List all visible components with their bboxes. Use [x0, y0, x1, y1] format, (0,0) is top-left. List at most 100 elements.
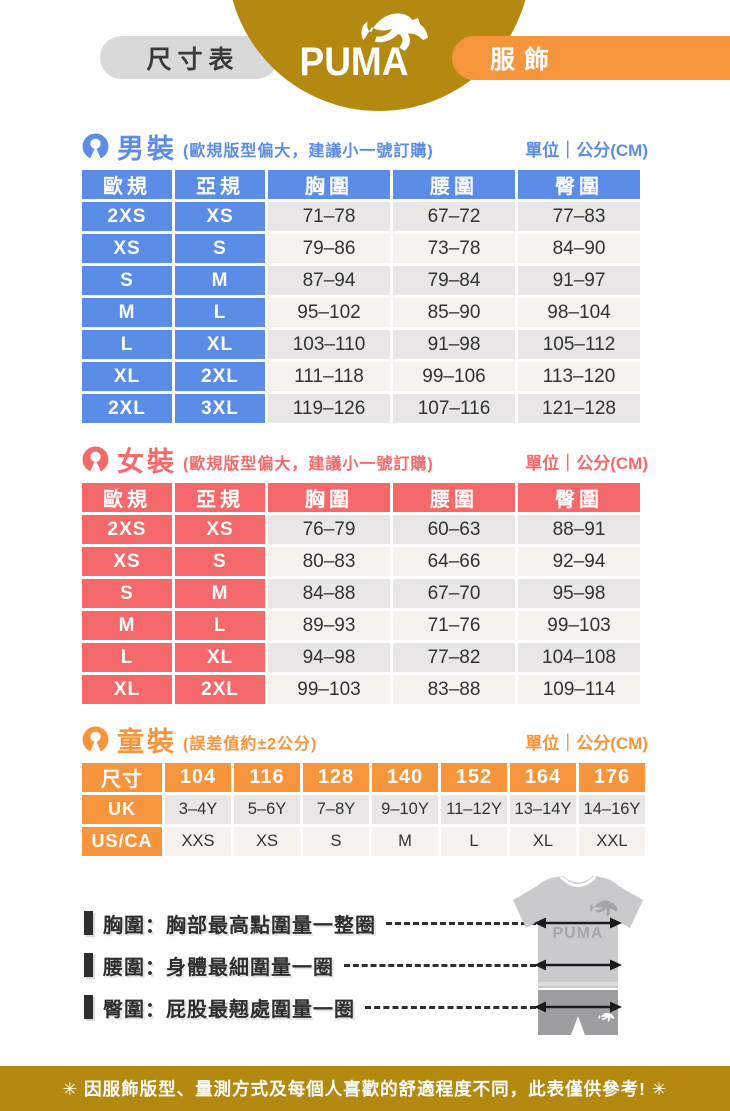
shirt-hem: [538, 982, 618, 986]
column-header: 腰圍: [393, 483, 515, 512]
waist-note-text: 腰圍：身體最細圍量一圈: [103, 956, 334, 979]
size-value-cell: S: [303, 827, 369, 856]
size-key-cell: 2XS: [82, 202, 172, 231]
size-value-cell: XXL: [579, 827, 645, 856]
size-value-cell: 5–6Y: [234, 795, 300, 824]
size-value-cell: 80–83: [268, 547, 390, 576]
women-note: (歐規版型偏大，建議小一號訂購): [183, 455, 434, 473]
size-value-cell: 76–79: [268, 515, 390, 544]
size-key-cell: XS: [82, 547, 172, 576]
kids-note: (誤差值約±2公分): [183, 735, 318, 753]
size-key-cell: 2XS: [82, 515, 172, 544]
chest-note-text: 胸圍：胸部最高點圍量一整圈: [103, 914, 376, 937]
size-value-cell: M: [372, 827, 438, 856]
right-sleeve: [617, 885, 643, 928]
size-key-cell: 2XL: [82, 394, 172, 423]
disclaimer-text: ✳ 因服飾版型、量測方式及每個人喜歡的舒適程度不同，此表僅供參考! ✳: [62, 1079, 668, 1099]
size-value-cell: 60–63: [393, 515, 515, 544]
size-value-cell: 88–91: [518, 515, 640, 544]
section-kids: 童裝 (誤差值約±2公分) 單位｜公分(CM) 尺寸 104 116 128 140 15…: [82, 722, 648, 859]
kids-title-row: 童裝 (誤差值約±2公分) 單位｜公分(CM): [82, 722, 648, 757]
tshirt-shorts-illustration: PUMA: [513, 875, 643, 1035]
size-value-cell: 87–94: [268, 266, 390, 295]
table-row: S M 87–94 79–84 91–97: [82, 266, 640, 295]
size-key-cell: L: [82, 330, 172, 359]
size-value-cell: 64–66: [393, 547, 515, 576]
table-row: US/CA XXS XS S M L XL XXL: [82, 827, 645, 856]
size-key-cell: XL: [82, 362, 172, 391]
size-key-cell: 3XL: [175, 394, 265, 423]
column-header: 胸圍: [268, 483, 390, 512]
category-badge: 服飾: [452, 36, 730, 80]
men-title: 男裝: [117, 133, 177, 164]
size-value-cell: 109–114: [518, 675, 640, 704]
size-value-cell: 95–98: [518, 579, 640, 608]
column-header: 亞規: [175, 170, 265, 199]
women-title-row: 女裝 (歐規版型偏大，建議小一號訂購) 單位｜公分(CM): [82, 442, 648, 477]
size-value-cell: 111–118: [268, 362, 390, 391]
column-header: 胸圍: [268, 170, 390, 199]
size-key-cell: 2XL: [175, 362, 265, 391]
size-key-cell: L: [175, 611, 265, 640]
section-men: 男裝 (歐規版型偏大，建議小一號訂購) 單位｜公分(CM) 歐規 亞規 胸圍 腰圍 臀圍…: [82, 129, 648, 426]
size-value-cell: 99–103: [518, 611, 640, 640]
size-value-cell: 92–94: [518, 547, 640, 576]
waist-dashed-line: [344, 963, 536, 967]
size-key-cell: 2XL: [175, 675, 265, 704]
table-row: M L 89–93 71–76 99–103: [82, 611, 640, 640]
size-value-cell: 11–12Y: [441, 795, 507, 824]
men-title-row: 男裝 (歐規版型偏大，建議小一號訂購) 單位｜公分(CM): [82, 129, 648, 164]
size-value-cell: 94–98: [268, 643, 390, 672]
column-header: 歐規: [82, 170, 172, 199]
size-key-cell: XS: [82, 234, 172, 263]
size-key-cell: S: [82, 579, 172, 608]
column-header: 116: [234, 763, 300, 792]
column-header: 歐規: [82, 483, 172, 512]
size-value-cell: 91–97: [518, 266, 640, 295]
size-value-cell: 113–120: [518, 362, 640, 391]
person-icon: [82, 133, 109, 160]
measure-arrows: [542, 921, 614, 1009]
table-row: XS S 80–83 64–66 92–94: [82, 547, 640, 576]
men-size-table: 歐規 亞規 胸圍 腰圍 臀圍 2XS XS 71–78 67–72 77–83 XS S 79–86 73…: [82, 167, 648, 426]
column-header: 104: [165, 763, 231, 792]
size-value-cell: 84–90: [518, 234, 640, 263]
kids-size-table: 尺寸 104 116 128 140 152 164 176 UK 3–4Y 5–6Y 7–8Y 9–1…: [82, 760, 648, 859]
person-icon: [82, 446, 109, 473]
table-row: 2XS XS 71–78 67–72 77–83: [82, 202, 640, 231]
hip-dashed-line: [365, 1005, 536, 1009]
size-chart-badge: 尺寸表: [100, 36, 278, 79]
size-value-cell: 121–128: [518, 394, 640, 423]
kids-title: 童裝: [117, 726, 177, 757]
size-key-cell: M: [175, 266, 265, 295]
section-women: 女裝 (歐規版型偏大，建議小一號訂購) 單位｜公分(CM) 歐規 亞規 胸圍 腰圍 臀圍…: [82, 442, 648, 707]
size-key-cell: M: [175, 579, 265, 608]
size-value-cell: 91–98: [393, 330, 515, 359]
brand-wordmark: PUMA: [299, 39, 409, 84]
size-value-cell: 67–72: [393, 202, 515, 231]
table-row: M L 95–102 85–90 98–104: [82, 298, 640, 327]
size-value-cell: 73–78: [393, 234, 515, 263]
collar: [559, 875, 597, 887]
size-value-cell: L: [441, 827, 507, 856]
person-icon: [82, 726, 109, 753]
size-value-cell: 79–84: [393, 266, 515, 295]
size-value-cell: 79–86: [268, 234, 390, 263]
shirt-logo-text: PUMA: [552, 925, 603, 942]
size-key-cell: M: [82, 611, 172, 640]
size-value-cell: 119–126: [268, 394, 390, 423]
size-key-cell: US/CA: [82, 827, 162, 856]
hip-measure-note: 臀圍：屁股最翹處圍量一圈: [84, 989, 536, 1025]
size-value-cell: 14–16Y: [579, 795, 645, 824]
column-header: 尺寸: [82, 763, 162, 792]
table-row: XL 2XL 111–118 99–106 113–120: [82, 362, 640, 391]
size-value-cell: 107–116: [393, 394, 515, 423]
size-value-cell: 85–90: [393, 298, 515, 327]
size-value-cell: 104–108: [518, 643, 640, 672]
size-value-cell: 77–82: [393, 643, 515, 672]
size-value-cell: 99–106: [393, 362, 515, 391]
bullet-bar: [84, 911, 93, 935]
table-row: L XL 94–98 77–82 104–108: [82, 643, 640, 672]
size-key-cell: XS: [175, 202, 265, 231]
